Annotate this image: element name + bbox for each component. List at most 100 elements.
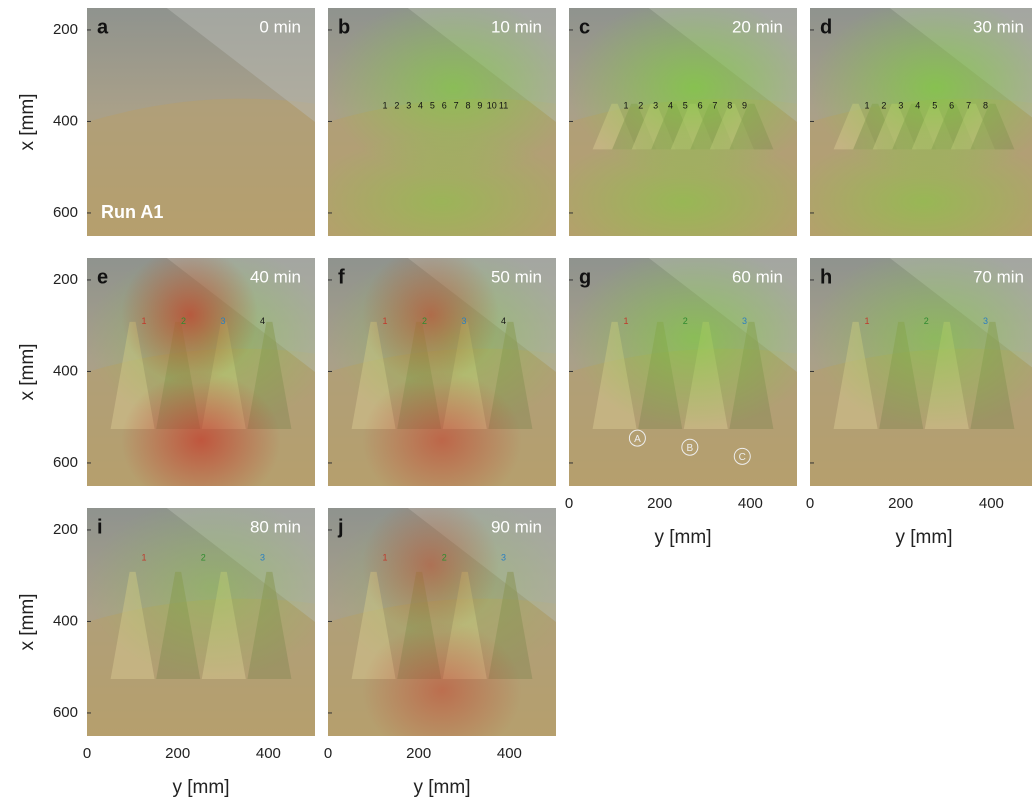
channel-marker: 3 — [898, 100, 903, 110]
channel-marker: 6 — [698, 100, 703, 110]
channel-marker: 4 — [915, 100, 920, 110]
panel-letter: f — [338, 266, 345, 288]
channel-marker: 1 — [864, 100, 869, 110]
channel-marker: 1 — [382, 553, 387, 563]
x-tick-label: 600 — [53, 704, 78, 721]
y-tick-label: 0 — [83, 745, 91, 762]
channel-marker: 3 — [653, 100, 658, 110]
y-axis-label: y [mm] — [896, 527, 953, 548]
channel-marker: 4 — [418, 100, 423, 110]
channel-marker: 5 — [932, 100, 937, 110]
x-tick-label: 600 — [53, 204, 78, 221]
photo — [546, 0, 820, 270]
y-tick-label: 400 — [979, 495, 1004, 512]
x-tick-label: 200 — [53, 521, 78, 538]
channel-marker: 2 — [394, 100, 399, 110]
red-dye — [362, 497, 499, 634]
x-tick-label: 400 — [53, 612, 78, 629]
y-tick-label: 400 — [256, 745, 281, 762]
x-axis-label: x [mm] — [17, 344, 38, 401]
y-tick-label: 0 — [806, 495, 814, 512]
green-dye — [546, 133, 820, 270]
channel-marker: 4 — [501, 316, 506, 326]
panel: b10 min1234567891011 — [305, 0, 579, 270]
channel-marker: 1 — [623, 316, 628, 326]
channel-marker: 3 — [983, 316, 988, 326]
y-tick-label: 200 — [888, 495, 913, 512]
channel-marker: 10 — [487, 100, 497, 110]
x-tick-label: 400 — [53, 112, 78, 129]
time-label: 20 min — [732, 17, 783, 36]
panel-letter: e — [97, 266, 108, 288]
channel-marker: 5 — [430, 100, 435, 110]
red-dye — [121, 372, 281, 509]
y-tick-label: 400 — [497, 745, 522, 762]
channel-marker: 3 — [462, 316, 467, 326]
y-tick-label: 200 — [165, 745, 190, 762]
channel-marker: 7 — [712, 100, 717, 110]
channel-marker: 3 — [742, 316, 747, 326]
channel-marker: 2 — [638, 100, 643, 110]
zone-label: A — [634, 434, 641, 445]
panel-letter: d — [820, 16, 832, 38]
channel-marker: 3 — [221, 316, 226, 326]
channel-marker: 2 — [881, 100, 886, 110]
time-label: 70 min — [973, 267, 1024, 286]
x-tick-label: 200 — [53, 271, 78, 288]
channel-marker: 1 — [382, 316, 387, 326]
photo — [787, 0, 1032, 270]
x-tick-label: 400 — [53, 362, 78, 379]
zone-label: B — [687, 443, 694, 454]
panel-letter: b — [338, 16, 350, 38]
y-tick-label: 0 — [324, 745, 332, 762]
y-tick-label: 200 — [647, 495, 672, 512]
channel-marker: 3 — [260, 553, 265, 563]
time-label: 40 min — [250, 267, 301, 286]
red-dye — [362, 622, 522, 759]
channel-marker: 1 — [864, 316, 869, 326]
channel-marker: 7 — [454, 100, 459, 110]
x-axis-label: x [mm] — [17, 94, 38, 151]
panel-letter: c — [579, 16, 590, 38]
red-dye — [362, 372, 522, 509]
time-label: 0 min — [259, 17, 301, 36]
x-tick-label: 600 — [53, 454, 78, 471]
y-tick-label: 400 — [738, 495, 763, 512]
time-label: 60 min — [732, 267, 783, 286]
y-axis-label: y [mm] — [173, 777, 230, 798]
x-axis-label: x [mm] — [17, 594, 38, 651]
time-label: 30 min — [973, 17, 1024, 36]
channel-marker: 2 — [201, 553, 206, 563]
channel-marker: 2 — [683, 316, 688, 326]
channel-marker: 9 — [477, 100, 482, 110]
channel-marker: 6 — [442, 100, 447, 110]
channel-marker: 2 — [422, 316, 427, 326]
channel-marker: 8 — [983, 100, 988, 110]
run-label: Run A1 — [101, 202, 163, 222]
panel: i 80 min 1 2 3 — [87, 497, 338, 736]
channel-marker: 1 — [141, 553, 146, 563]
channel-marker: 1 — [623, 100, 628, 110]
figure: a0 minRun A1b10 min1234567891011c20 min1… — [0, 0, 1032, 805]
channel-marker: 8 — [465, 100, 470, 110]
red-dye — [121, 247, 258, 384]
panel-letter: i — [97, 516, 103, 538]
channel-marker: 3 — [501, 553, 506, 563]
panel: a 0 min Run A1 — [87, 8, 315, 236]
panel-letter: g — [579, 266, 591, 288]
time-label: 50 min — [491, 267, 542, 286]
panel-letter: a — [97, 16, 109, 38]
red-dye — [362, 247, 499, 384]
channel-marker: 1 — [141, 316, 146, 326]
channel-marker: 2 — [442, 553, 447, 563]
y-tick-label: 200 — [406, 745, 431, 762]
channel-marker: 4 — [260, 316, 265, 326]
channel-marker: 8 — [727, 100, 732, 110]
time-label: 80 min — [250, 517, 301, 536]
